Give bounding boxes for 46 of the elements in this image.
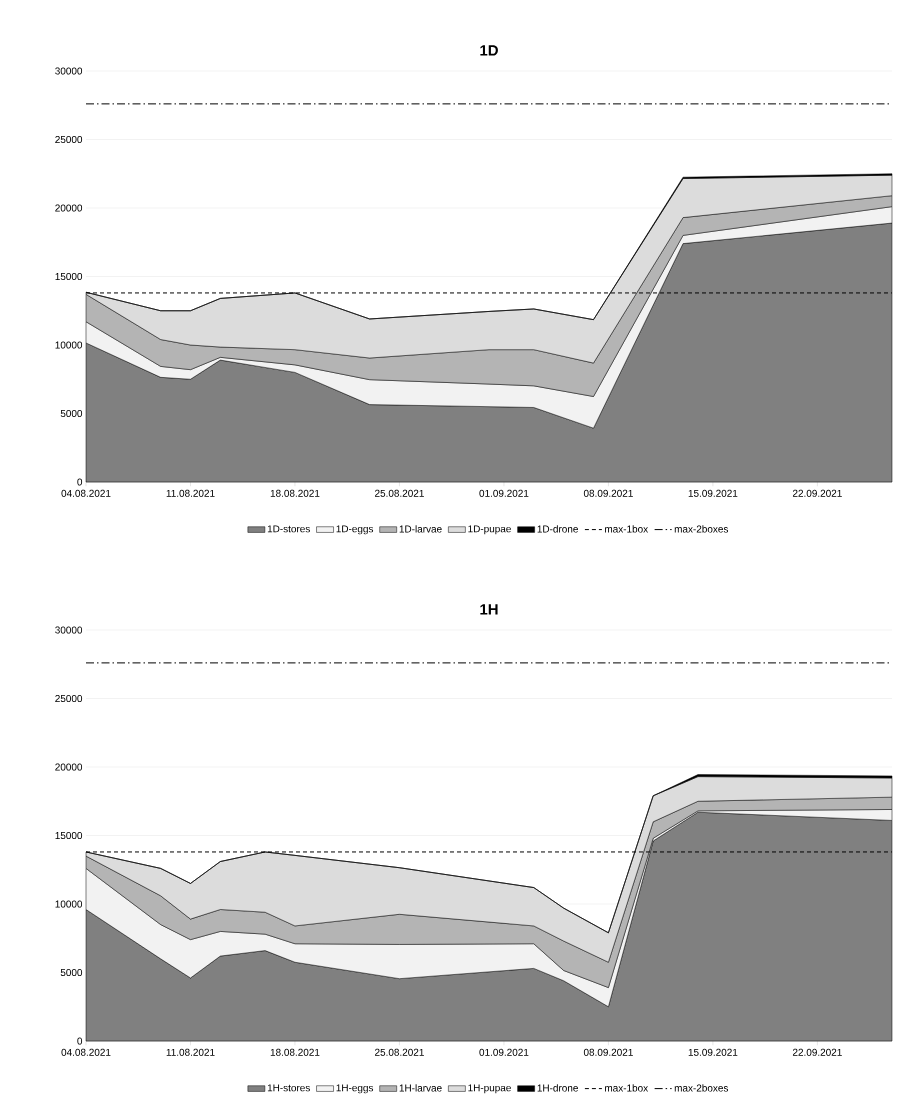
y-tick-label: 5000 <box>60 968 83 977</box>
legend-label: 1D-larvae <box>399 525 442 533</box>
legend-label: 1D-drone <box>537 525 578 533</box>
chart-title: 1D <box>480 45 498 56</box>
y-tick-label: 30000 <box>55 626 83 634</box>
y-tick-label: 20000 <box>55 204 83 212</box>
x-tick-label: 11.08.2021 <box>166 489 215 497</box>
y-tick-label: 25000 <box>55 135 83 144</box>
y-tick-label: 0 <box>77 1037 83 1045</box>
y-tick-label: 30000 <box>55 67 83 75</box>
y-tick-label: 20000 <box>55 763 83 771</box>
y-tick-label: 10000 <box>55 900 83 908</box>
x-tick-label: 25.08.2021 <box>375 489 424 497</box>
legend-label: max-2boxes <box>674 1084 729 1092</box>
y-tick-label: 15000 <box>55 272 83 281</box>
legend-label: 1H-eggs <box>336 1084 374 1094</box>
y-tick-label: 25000 <box>55 694 83 703</box>
x-tick-label: 04.08.2021 <box>61 1048 111 1056</box>
y-tick-label: 10000 <box>55 341 83 349</box>
x-tick-label: 15.09.2021 <box>688 489 738 497</box>
x-tick-label: 18.08.2021 <box>270 1048 320 1056</box>
legend-label: 1H-pupae <box>468 1084 511 1094</box>
y-tick-label: 0 <box>77 478 83 486</box>
legend-label: 1D-eggs <box>336 525 374 535</box>
legend-label: max-1box <box>605 525 649 533</box>
y-tick-label: 15000 <box>55 831 83 840</box>
x-tick-label: 15.09.2021 <box>688 1048 738 1056</box>
x-tick-label: 22.09.2021 <box>792 1048 842 1056</box>
x-tick-label: 01.09.2021 <box>479 489 529 497</box>
x-tick-label: 18.08.2021 <box>270 489 320 497</box>
legend-label: 1D-pupae <box>468 525 511 535</box>
y-tick-label: 5000 <box>60 409 83 418</box>
x-tick-label: 25.08.2021 <box>375 1048 424 1056</box>
legend-label: 1D-stores <box>267 525 310 533</box>
x-tick-label: 11.08.2021 <box>166 1048 215 1056</box>
x-tick-label: 04.08.2021 <box>61 489 111 497</box>
legend-label: 1H-larvae <box>399 1084 442 1092</box>
legend-label: max-1box <box>605 1084 649 1092</box>
legend-label: max-2boxes <box>674 525 729 533</box>
x-tick-label: 08.09.2021 <box>583 489 633 497</box>
x-tick-label: 08.09.2021 <box>583 1048 633 1056</box>
chart-title: 1H <box>480 604 498 615</box>
x-tick-label: 01.09.2021 <box>479 1048 529 1056</box>
x-tick-label: 22.09.2021 <box>792 489 842 497</box>
legend-label: 1H-stores <box>267 1084 310 1092</box>
legend-label: 1H-drone <box>537 1084 578 1092</box>
